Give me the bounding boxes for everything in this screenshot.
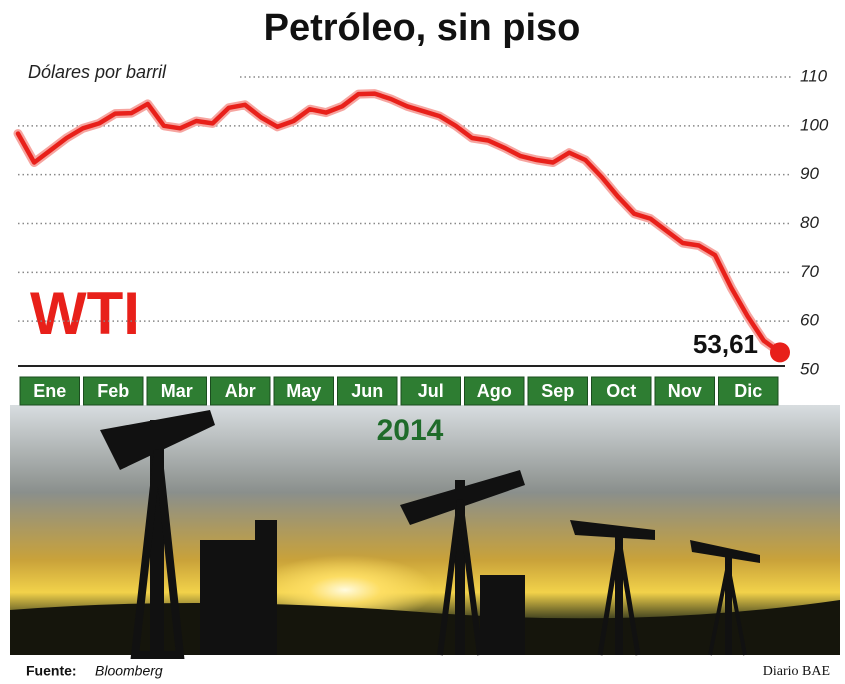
x-tick-label: Nov — [668, 381, 702, 401]
x-tick-label: Dic — [734, 381, 762, 401]
source: Bloomberg — [95, 663, 163, 679]
y-tick-label: 60 — [800, 311, 819, 330]
month-box — [400, 376, 461, 406]
month-box — [83, 376, 144, 406]
x-tick-label: May — [286, 381, 321, 401]
x-tick-label: Sep — [541, 381, 574, 401]
x-tick-label: Abr — [225, 381, 256, 401]
pumpjacks — [100, 410, 760, 659]
photo — [10, 405, 840, 659]
end-point — [770, 342, 790, 363]
x-tick-label: Jun — [351, 381, 383, 401]
x-tick-label: Ago — [477, 381, 512, 401]
source-label: Fuente: — [26, 663, 77, 679]
y-tick-label: 90 — [800, 164, 819, 183]
series-name: WTI — [30, 280, 140, 347]
year-label: 2014 — [377, 414, 444, 447]
chart-title: Petróleo, sin piso — [264, 7, 581, 49]
y-tick-label: 100 — [800, 115, 829, 134]
x-tick-label: Jul — [418, 381, 444, 401]
month-box — [19, 376, 80, 406]
line — [15, 91, 783, 355]
y-tick-label: 80 — [800, 213, 819, 232]
month-box — [146, 376, 207, 406]
month-box — [718, 376, 779, 406]
x-tick-label: Ene — [33, 381, 66, 401]
y-tick-label: 50 — [800, 359, 819, 378]
month-box — [654, 376, 715, 406]
month-box — [210, 376, 271, 406]
x-tick-label: Oct — [606, 381, 636, 401]
month-box — [464, 376, 525, 406]
value-label: 53,61 — [693, 329, 758, 359]
month-box — [591, 376, 652, 406]
month-box — [273, 376, 334, 406]
x-tick-label: Mar — [161, 381, 193, 401]
x-tick-label: Feb — [97, 381, 129, 401]
month-box — [527, 376, 588, 406]
y-tick-label: 70 — [800, 262, 819, 281]
y-tick-label: 110 — [800, 66, 828, 85]
y-axis-label: Dólares por barril — [28, 62, 167, 82]
credit: Diario BAE — [763, 664, 830, 679]
month-box — [337, 376, 398, 406]
